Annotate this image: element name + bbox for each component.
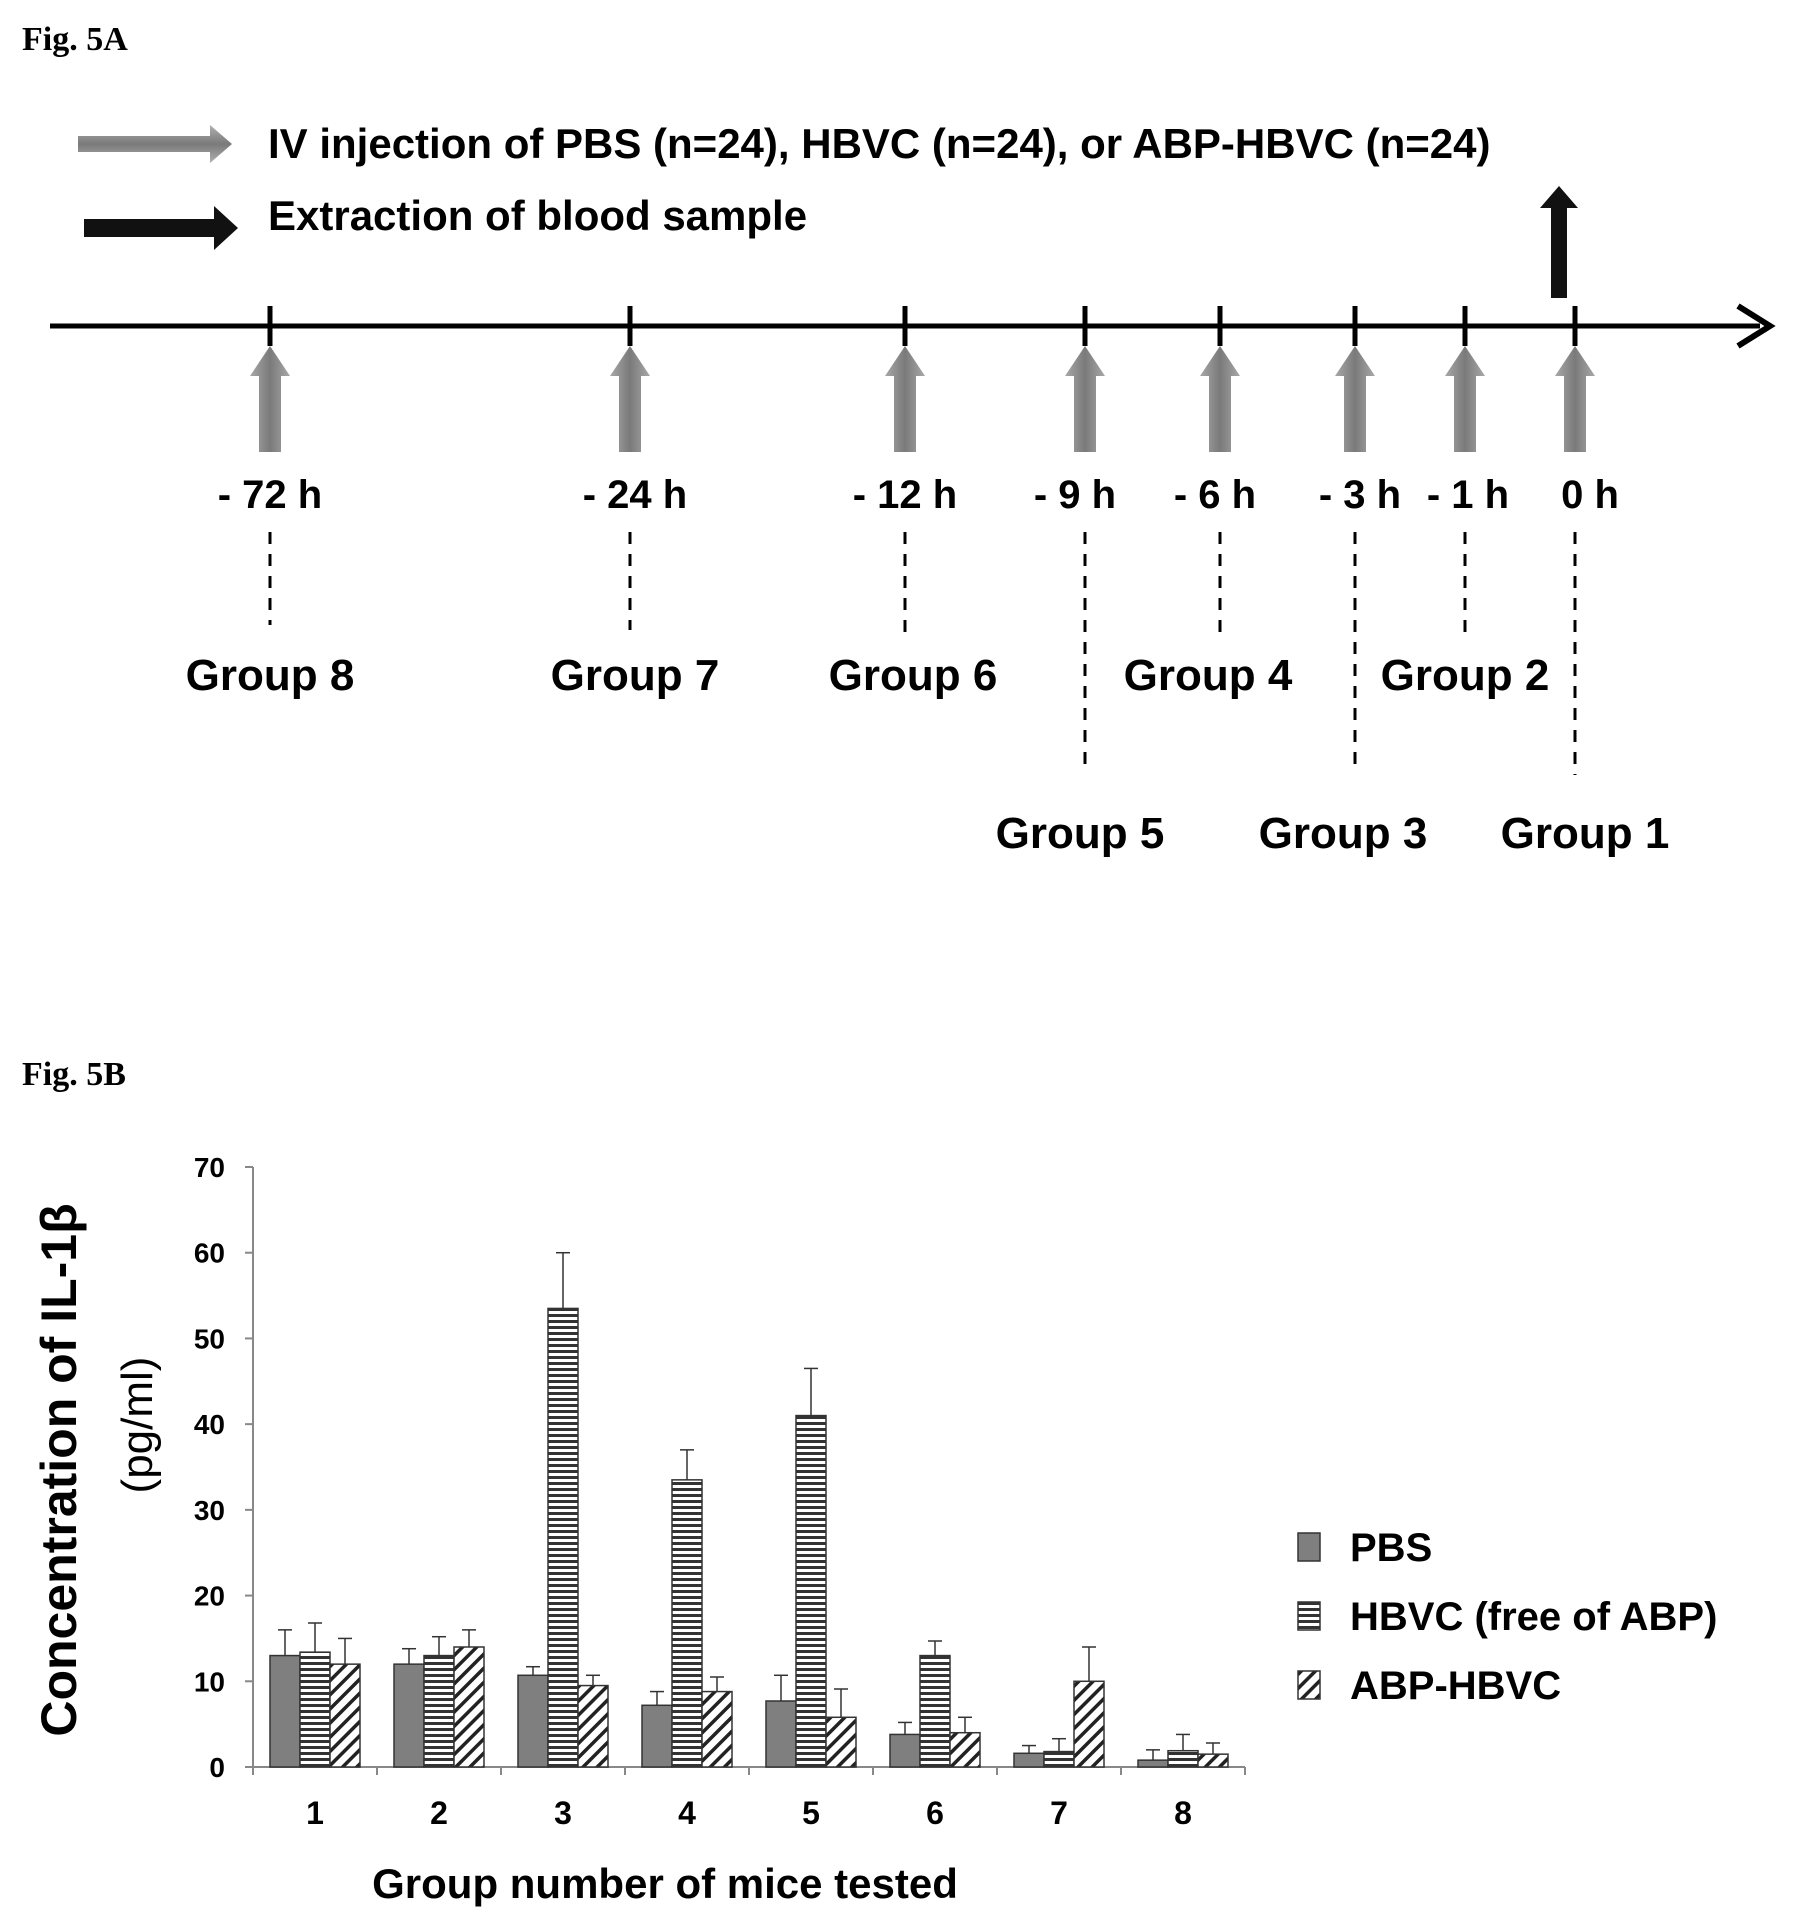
timepoint-label: - 9 h [1034,473,1116,517]
extraction-legend-arrow [84,206,238,250]
group-label: Group 8 [186,651,355,700]
timepoint-label: - 24 h [583,473,687,517]
group-label: Group 3 [1259,809,1428,858]
timepoint-label: - 3 h [1319,473,1401,517]
fig-5a-label: Fig. 5A [22,21,128,58]
extraction-arrow [1540,186,1578,298]
x-axis-title: Group number of mice tested [372,1860,958,1907]
bar [1013,1752,1045,1768]
y-axis-unit: (pg/ml) [113,1357,162,1494]
y-tick-label: 10 [194,1666,225,1697]
bar [577,1684,609,1768]
y-tick-label: 70 [194,1152,225,1183]
injection-legend-text: IV injection of PBS (n=24), HBVC (n=24),… [268,120,1490,167]
injection-arrow [1335,346,1375,452]
legend-label: ABP-HBVC [1350,1664,1561,1708]
injection-arrow [610,346,650,452]
x-tick-label: 7 [1050,1795,1068,1831]
bar [1137,1759,1169,1768]
y-tick-label: 20 [194,1581,225,1612]
bar [1043,1750,1075,1768]
y-tick-label: 30 [194,1495,225,1526]
bar [1167,1749,1199,1768]
bar [641,1704,673,1768]
bar [919,1654,951,1768]
bar [269,1654,301,1768]
y-tick-label: 50 [194,1323,225,1354]
timepoint-label: 0 h [1561,473,1619,517]
bar [889,1733,921,1768]
bar [795,1414,827,1768]
x-tick-label: 6 [926,1795,944,1831]
timepoint-label: - 6 h [1174,473,1256,517]
bar [949,1731,981,1768]
timeline-axis [50,303,1776,349]
group-label: Group 7 [551,651,720,700]
extraction-legend-text: Extraction of blood sample [268,192,807,239]
x-tick-label: 4 [678,1795,696,1831]
legend-swatch [1297,1532,1321,1562]
legend-label: PBS [1350,1526,1432,1570]
x-tick-label: 8 [1174,1795,1192,1831]
bar [1073,1680,1105,1768]
bar [423,1654,455,1768]
injection-arrow [885,346,925,452]
y-axis-title: Concentration of IL-1β [31,1203,87,1736]
fig-5b-label: Fig. 5B [22,1056,126,1093]
timepoint-label: - 72 h [218,473,322,517]
injection-arrow [1200,346,1240,452]
bar [765,1700,797,1768]
group-label: Group 2 [1381,651,1550,700]
injection-arrow [1445,346,1485,452]
legend-swatch [1297,1601,1321,1631]
x-tick-label: 2 [430,1795,448,1831]
injection-arrow [1065,346,1105,452]
x-tick-label: 3 [554,1795,572,1831]
bar [517,1674,549,1768]
bar [547,1307,579,1768]
x-tick-label: 5 [802,1795,820,1831]
x-tick-label: 1 [306,1795,324,1831]
injection-legend-arrow [78,125,232,163]
injection-arrow [1555,346,1595,452]
group-label: Group 1 [1501,809,1670,858]
bar [701,1690,733,1768]
bar [299,1651,331,1768]
timepoint-label: - 1 h [1427,473,1509,517]
bar [671,1479,703,1768]
bar [393,1663,425,1768]
bar [453,1646,485,1768]
group-label: Group 4 [1124,651,1293,700]
group-label: Group 5 [996,809,1165,858]
bar [825,1716,857,1768]
bar [1197,1753,1229,1768]
legend-label: HBVC (free of ABP) [1350,1595,1717,1639]
y-tick-label: 60 [194,1238,225,1269]
group-label: Group 6 [829,651,998,700]
il1b-bar-chart: 0 10 20 30 40 50 60 70 1 2 3 4 5 6 7 8 Group number of m… [31,1152,1717,1907]
legend-swatch [1297,1670,1321,1700]
timepoint-label: - 12 h [853,473,957,517]
y-tick-label: 0 [209,1752,225,1783]
bar [329,1663,361,1768]
injection-arrow [250,346,290,452]
y-tick-label: 40 [194,1409,225,1440]
